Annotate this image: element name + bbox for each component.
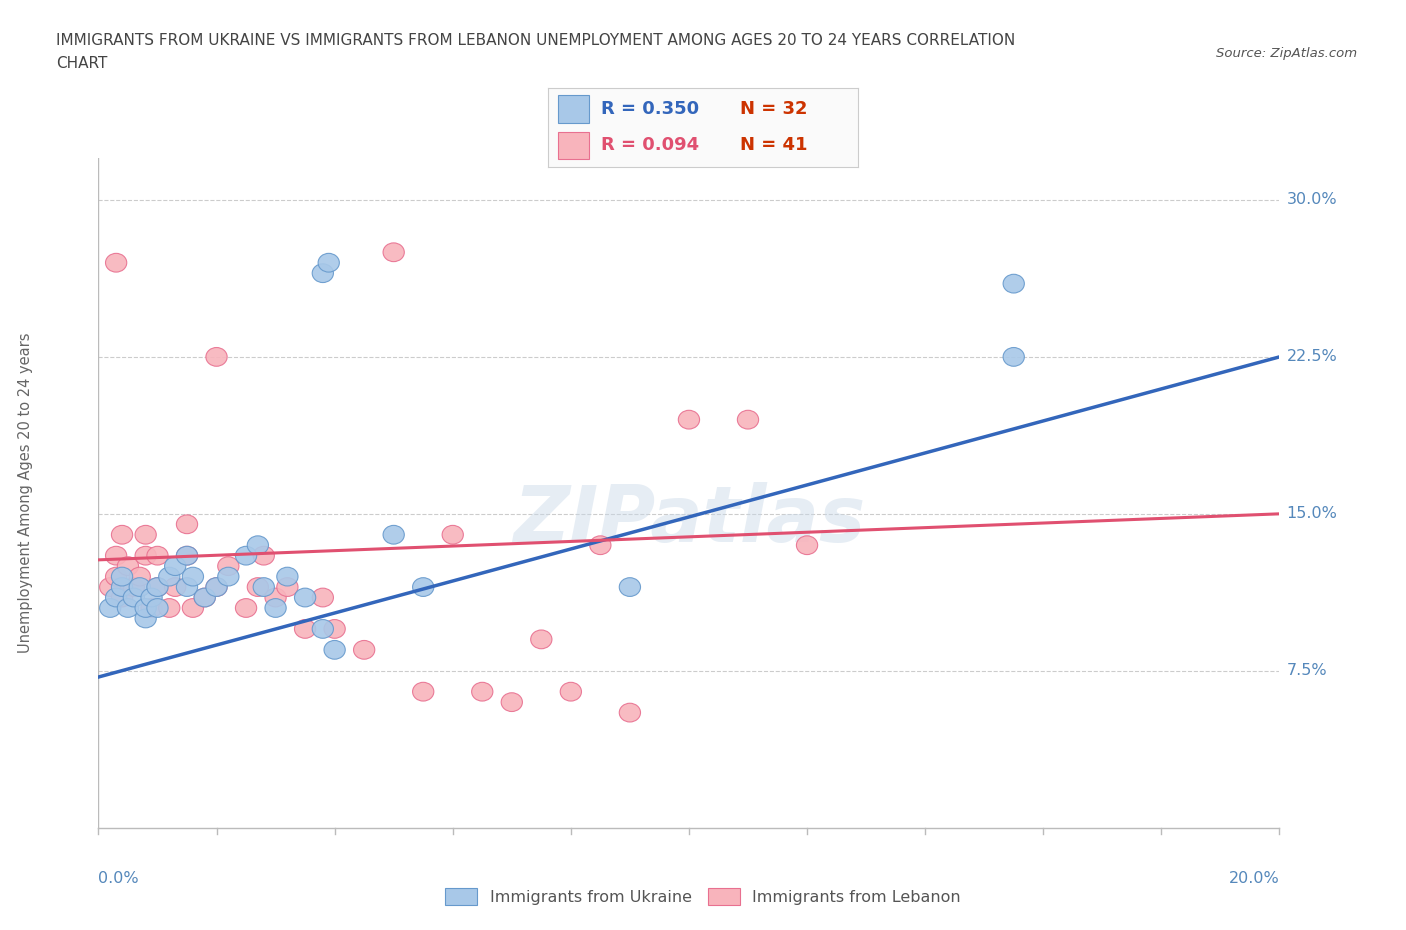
Ellipse shape [312,619,333,638]
Ellipse shape [105,253,127,272]
Ellipse shape [146,599,169,618]
Ellipse shape [117,557,139,576]
Ellipse shape [264,588,287,607]
Text: 30.0%: 30.0% [1286,193,1337,207]
Ellipse shape [194,588,215,607]
Text: R = 0.094: R = 0.094 [600,137,699,154]
Text: IMMIGRANTS FROM UKRAINE VS IMMIGRANTS FROM LEBANON UNEMPLOYMENT AMONG AGES 20 TO: IMMIGRANTS FROM UKRAINE VS IMMIGRANTS FR… [56,33,1015,47]
Ellipse shape [501,693,523,711]
Ellipse shape [135,546,156,565]
Ellipse shape [530,630,553,649]
Ellipse shape [312,588,333,607]
Ellipse shape [129,578,150,596]
Ellipse shape [105,567,127,586]
Ellipse shape [294,619,316,638]
Ellipse shape [100,578,121,596]
Ellipse shape [111,578,132,596]
Ellipse shape [146,578,169,596]
Ellipse shape [619,578,641,596]
Text: Unemployment Among Ages 20 to 24 years: Unemployment Among Ages 20 to 24 years [18,333,32,653]
Ellipse shape [141,599,162,618]
Text: Source: ZipAtlas.com: Source: ZipAtlas.com [1216,46,1357,60]
Ellipse shape [146,546,169,565]
Ellipse shape [253,546,274,565]
Ellipse shape [1002,348,1025,366]
Ellipse shape [382,243,405,261]
Ellipse shape [619,703,641,722]
Ellipse shape [589,536,612,554]
Ellipse shape [111,525,132,544]
Ellipse shape [165,578,186,596]
Ellipse shape [176,578,198,596]
Ellipse shape [218,567,239,586]
Ellipse shape [124,578,145,596]
Ellipse shape [1002,274,1025,293]
Ellipse shape [205,578,228,596]
Ellipse shape [183,567,204,586]
Ellipse shape [294,588,316,607]
Ellipse shape [382,525,405,544]
Ellipse shape [560,683,582,701]
Ellipse shape [264,599,287,618]
Ellipse shape [159,599,180,618]
Text: 15.0%: 15.0% [1286,506,1337,522]
Ellipse shape [135,599,156,618]
Ellipse shape [100,599,121,618]
Ellipse shape [159,567,180,586]
Ellipse shape [205,348,228,366]
Text: 7.5%: 7.5% [1286,663,1327,678]
Ellipse shape [165,557,186,576]
Ellipse shape [796,536,818,554]
Ellipse shape [678,410,700,429]
Ellipse shape [176,546,198,565]
Ellipse shape [176,515,198,534]
Ellipse shape [353,641,375,659]
Ellipse shape [105,546,127,565]
Ellipse shape [105,588,127,607]
Bar [558,132,589,160]
Ellipse shape [176,546,198,565]
Ellipse shape [737,410,759,429]
Ellipse shape [318,253,339,272]
Ellipse shape [412,578,434,596]
Text: R = 0.350: R = 0.350 [600,100,699,118]
Ellipse shape [471,683,494,701]
Ellipse shape [111,567,132,586]
Ellipse shape [141,588,162,607]
Text: 20.0%: 20.0% [1229,871,1279,886]
Ellipse shape [135,609,156,628]
Ellipse shape [412,683,434,701]
Ellipse shape [277,567,298,586]
Ellipse shape [253,578,274,596]
Ellipse shape [312,264,333,283]
Ellipse shape [235,546,257,565]
Ellipse shape [441,525,464,544]
Ellipse shape [135,525,156,544]
Ellipse shape [117,599,139,618]
Text: N = 41: N = 41 [740,137,807,154]
Text: ZIPatlas: ZIPatlas [513,482,865,558]
Ellipse shape [247,536,269,554]
Ellipse shape [111,588,132,607]
Ellipse shape [205,578,228,596]
Ellipse shape [183,599,204,618]
Ellipse shape [218,557,239,576]
Ellipse shape [247,578,269,596]
Ellipse shape [277,578,298,596]
Ellipse shape [194,588,215,607]
Legend: Immigrants from Ukraine, Immigrants from Lebanon: Immigrants from Ukraine, Immigrants from… [437,880,969,912]
Ellipse shape [146,578,169,596]
Ellipse shape [235,599,257,618]
Ellipse shape [129,567,150,586]
Bar [558,96,589,123]
Ellipse shape [323,641,346,659]
Ellipse shape [124,588,145,607]
Ellipse shape [323,619,346,638]
Text: CHART: CHART [56,56,108,71]
Text: 22.5%: 22.5% [1286,350,1337,365]
Text: N = 32: N = 32 [740,100,807,118]
Text: 0.0%: 0.0% [98,871,139,886]
